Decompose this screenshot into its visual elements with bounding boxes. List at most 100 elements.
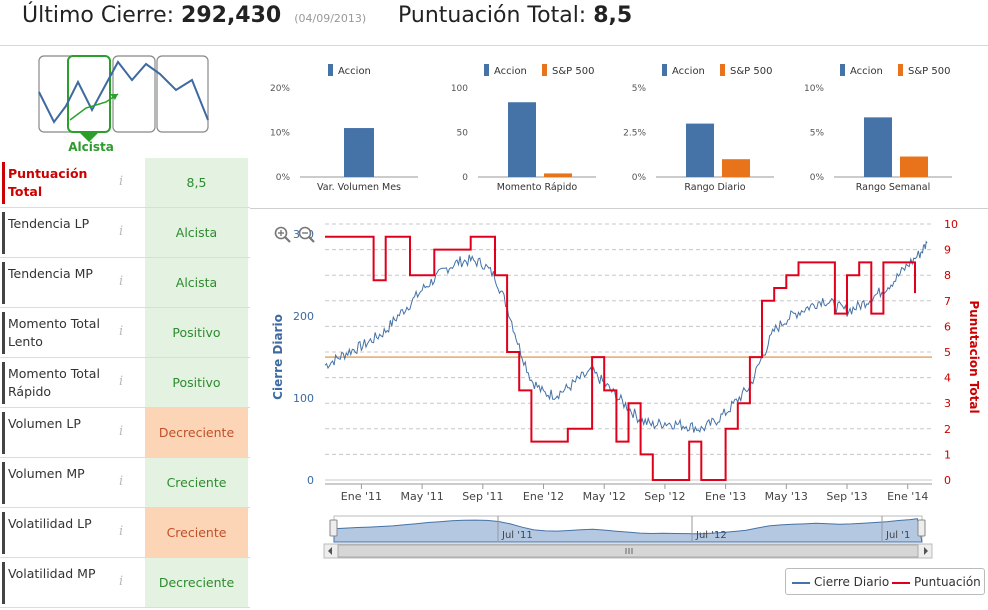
criteria-value: Creciente xyxy=(145,458,248,507)
mini-tick-label: 0% xyxy=(810,173,825,183)
criteria-marker xyxy=(2,412,5,454)
criteria-value: 8,5 xyxy=(145,158,248,207)
x-tick-label: Sep '12 xyxy=(644,490,685,503)
x-tick-label: Ene '14 xyxy=(887,490,928,503)
mini-legend-label: S&P 500 xyxy=(908,66,950,77)
criteria-marker xyxy=(2,562,5,604)
mini-tick-label: 50 xyxy=(457,129,469,139)
scroll-right-icon[interactable] xyxy=(924,547,928,555)
criteria-name: Tendencia LP xyxy=(8,216,90,231)
mini-legend-label: Accion xyxy=(672,66,705,77)
mini-tick-label: 0% xyxy=(632,173,647,183)
info-icon[interactable]: i xyxy=(119,424,124,439)
y-left-tick: 100 xyxy=(293,392,314,405)
y-right-tick: 1 xyxy=(944,448,951,461)
mini-tick-label: 100 xyxy=(451,84,468,94)
scrollbar-thumb[interactable] xyxy=(337,544,919,558)
mini-bar-accion xyxy=(686,123,714,177)
zoom-out-icon[interactable] xyxy=(298,226,316,244)
chart-legend: Cierre Diario Puntuación xyxy=(785,568,985,595)
criteria-value: Positivo xyxy=(145,308,248,357)
mini-legend-swatch xyxy=(484,64,489,76)
criteria-marker xyxy=(2,512,5,554)
criteria-marker xyxy=(2,262,5,304)
criteria-row: Tendencia MP i Alcista xyxy=(0,258,250,308)
info-icon[interactable]: i xyxy=(119,224,124,239)
criteria-value: Decreciente xyxy=(145,558,248,607)
legend-item-puntuacion[interactable]: Puntuación xyxy=(892,575,981,589)
last-close: Último Cierre: 292,430 (04/09/2013) xyxy=(22,3,366,28)
header: Último Cierre: 292,430 (04/09/2013) Punt… xyxy=(0,0,988,46)
navigator-handle-left[interactable] xyxy=(329,519,338,537)
series-cierre-diario[interactable] xyxy=(324,240,928,433)
criteria-value: Creciente xyxy=(145,508,248,557)
info-icon[interactable]: i xyxy=(119,174,124,189)
criteria-marker xyxy=(2,312,5,354)
mini-chart-2: Accion S&P 500 100 50 0 Momento Rápido xyxy=(451,64,596,193)
scroll-left-icon[interactable] xyxy=(328,547,332,555)
criteria-value: Decreciente xyxy=(145,408,248,457)
navigator-tick-label: Jul '1 xyxy=(885,530,910,541)
info-icon[interactable]: i xyxy=(119,474,124,489)
mini-legend-label: Accion xyxy=(338,66,371,77)
criteria-name: Volumen LP xyxy=(8,416,81,431)
y-left-tick: 200 xyxy=(293,310,314,323)
criteria-value: Positivo xyxy=(145,358,248,407)
y-right-tick: 9 xyxy=(944,244,951,257)
x-tick-label: May '12 xyxy=(583,490,626,503)
mini-tick-label: 20% xyxy=(270,84,290,94)
navigator-handle-right[interactable] xyxy=(917,519,926,537)
criteria-row: Momento Total Rápido i Positivo xyxy=(0,358,250,408)
trend-frame-lateral xyxy=(112,55,156,133)
mini-bar-sp500 xyxy=(544,173,572,177)
mini-legend-label: Accion xyxy=(494,66,527,77)
legend-swatch-puntuacion xyxy=(892,581,910,584)
mini-chart-title: Var. Volumen Mes xyxy=(317,182,401,193)
info-icon[interactable]: i xyxy=(119,524,124,539)
y-right-tick: 2 xyxy=(944,423,951,436)
mini-tick-label: 5% xyxy=(632,84,647,94)
info-icon[interactable]: i xyxy=(119,274,124,289)
trend-indicator xyxy=(36,54,212,158)
y-left-tick: 0 xyxy=(307,474,314,487)
mini-tick-label: 10% xyxy=(804,84,824,94)
mini-legend-swatch xyxy=(328,64,333,76)
legend-item-cierre[interactable]: Cierre Diario xyxy=(792,575,889,589)
criteria-name: Volatilidad MP xyxy=(8,566,96,581)
criteria-row: Volatilidad LP i Creciente xyxy=(0,508,250,558)
series-puntuacion[interactable] xyxy=(325,235,916,481)
navigator-tick-label: Jul '11 xyxy=(501,530,533,541)
navigator-tick-label: Jul '12 xyxy=(695,530,727,541)
mini-bar-sp500 xyxy=(722,159,750,177)
mini-chart-3: Accion S&P 500 5% 2.5% 0% Rango Diario xyxy=(623,64,774,193)
mini-legend-label: S&P 500 xyxy=(552,66,594,77)
price-score-chart[interactable]: 3002001000109876543210Cierre DiarioPunut… xyxy=(262,212,988,610)
navigator-series xyxy=(333,518,923,543)
x-tick-label: Ene '12 xyxy=(523,490,564,503)
x-tick-label: Sep '11 xyxy=(462,490,503,503)
criteria-name: Momento Total Rápido xyxy=(8,366,100,399)
criteria-marker xyxy=(2,162,5,204)
last-close-date: (04/09/2013) xyxy=(294,12,367,25)
criteria-marker xyxy=(2,212,5,254)
mini-legend-swatch xyxy=(662,64,667,76)
x-tick-label: Sep '13 xyxy=(826,490,867,503)
total-score: Puntuación Total: 8,5 xyxy=(398,3,632,28)
trend-label: Alcista xyxy=(68,140,114,154)
criteria-row: Puntuación Total i 8,5 xyxy=(0,158,250,208)
info-icon[interactable]: i xyxy=(119,324,124,339)
info-icon[interactable]: i xyxy=(119,574,124,589)
criteria-name: Tendencia MP xyxy=(8,266,93,281)
criteria-name: Volatilidad LP xyxy=(8,516,92,531)
mini-legend-label: S&P 500 xyxy=(730,66,772,77)
last-close-value: 292,430 xyxy=(181,3,282,28)
trend-frame-bajista-2 xyxy=(156,55,209,133)
mini-chart-1: Accion 20% 10% 0% Var. Volumen Mes xyxy=(270,64,418,193)
zoom-in-icon[interactable] xyxy=(274,226,292,244)
info-icon[interactable]: i xyxy=(119,374,124,389)
criteria-value: Alcista xyxy=(145,258,248,307)
y-right-tick: 3 xyxy=(944,397,951,410)
criteria-row: Momento Total Lento i Positivo xyxy=(0,308,250,358)
criteria-marker xyxy=(2,362,5,404)
total-score-value: 8,5 xyxy=(593,3,633,28)
